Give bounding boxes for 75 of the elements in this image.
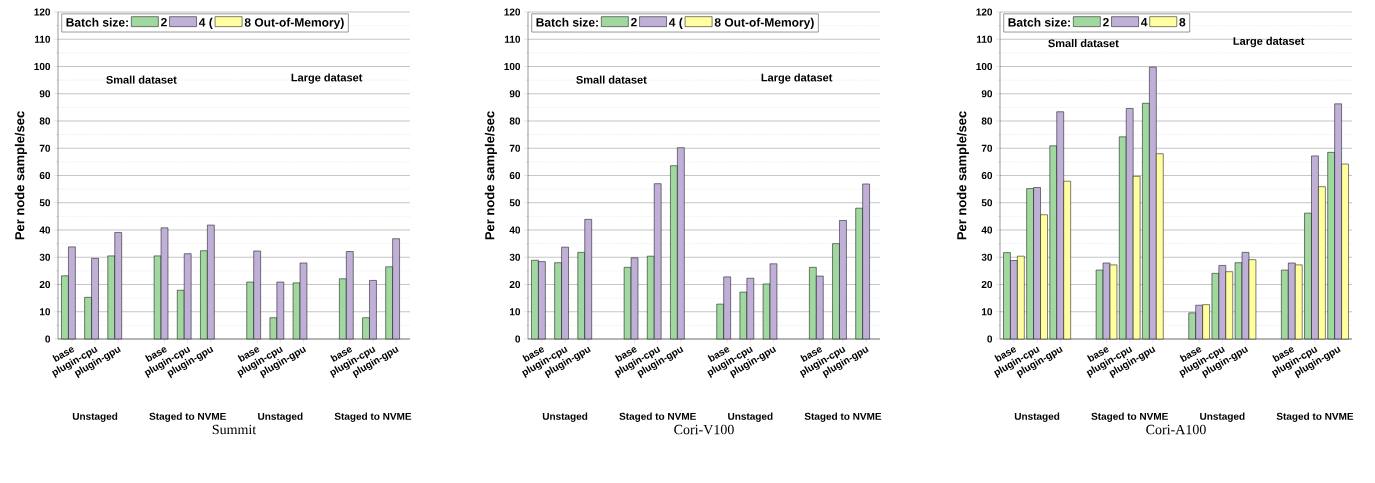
annotation: Large dataset xyxy=(291,73,363,84)
annotation: Small dataset xyxy=(576,75,647,84)
text: Unstaged xyxy=(258,412,303,422)
legend-title: Batch size: xyxy=(1008,17,1070,27)
y-tick-label: 40 xyxy=(981,226,993,234)
y-tick-label: 110 xyxy=(504,35,521,43)
y-axis-title: Per node sample/sec xyxy=(956,111,969,240)
text: Staged to NVME xyxy=(1276,412,1354,422)
y-tick-label: 30 xyxy=(509,253,521,261)
legend-title: Batch size: xyxy=(536,17,598,27)
legend-title: Batch size: xyxy=(66,17,128,27)
text: Staged to NVME xyxy=(619,412,696,422)
y-tick-label: 80 xyxy=(39,117,51,125)
y-tick-label: 90 xyxy=(981,90,993,98)
y-tick-label: 100 xyxy=(976,62,993,71)
y-tick-label: 120 xyxy=(976,8,993,16)
y-tick-label: 110 xyxy=(976,35,993,43)
text: Unstaged xyxy=(542,412,588,422)
text: Staged to NVME xyxy=(1091,412,1168,422)
y-tick-label: 10 xyxy=(509,308,521,316)
y-tick-label: 40 xyxy=(509,226,521,234)
y-tick-label: 10 xyxy=(981,308,993,316)
legend-label: 4 xyxy=(1141,18,1148,27)
y-axis-title: Per node sample/sec xyxy=(484,111,497,240)
y-tick-label: 100 xyxy=(34,62,51,71)
y-tick-label: 120 xyxy=(504,8,521,16)
text: Staged to NVME xyxy=(149,412,226,422)
y-tick-label: 60 xyxy=(981,171,993,180)
annotation: Small dataset xyxy=(106,75,177,84)
text: Unstaged xyxy=(72,412,118,422)
annotation: Small dataset xyxy=(1048,39,1119,48)
y-tick-label: 20 xyxy=(981,280,993,289)
text: Staged to NVME xyxy=(334,412,412,422)
y-tick-label: 90 xyxy=(509,90,521,98)
y-axis-title: Per node sample/sec xyxy=(14,111,27,240)
y-tick-label: 40 xyxy=(39,226,51,234)
y-tick-label: 50 xyxy=(39,199,51,207)
legend-label: 2 xyxy=(161,18,167,27)
text: Staged to NVME xyxy=(804,412,882,422)
y-tick-label: 30 xyxy=(39,253,51,261)
legend-label: 2 xyxy=(631,18,637,27)
y-tick-label: 70 xyxy=(509,144,521,152)
text: Cori-V100 xyxy=(674,424,734,435)
legend-label: 4 ( xyxy=(199,17,213,30)
text: Unstaged xyxy=(1014,412,1060,422)
text: Unstaged xyxy=(1200,412,1245,422)
y-tick-label: 0 xyxy=(45,335,51,343)
y-tick-label: 0 xyxy=(987,335,993,343)
legend-label: 8 Out-of-Memory) xyxy=(244,17,344,30)
annotation: Large dataset xyxy=(761,73,833,84)
y-tick-label: 100 xyxy=(504,62,521,71)
y-tick-label: 120 xyxy=(34,8,51,16)
y-tick-label: 30 xyxy=(981,253,993,261)
y-tick-label: 80 xyxy=(981,117,993,125)
y-tick-label: 70 xyxy=(39,144,51,152)
y-tick-label: 110 xyxy=(34,35,51,43)
annotation: Large dataset xyxy=(1233,36,1305,48)
text: Cori-A100 xyxy=(1146,424,1206,435)
y-tick-label: 60 xyxy=(39,171,51,180)
y-tick-label: 80 xyxy=(509,117,521,125)
y-tick-label: 70 xyxy=(981,144,993,152)
y-tick-label: 10 xyxy=(39,308,51,316)
y-tick-label: 20 xyxy=(509,280,521,289)
y-tick-label: 50 xyxy=(509,199,521,207)
legend-label: 2 xyxy=(1103,18,1109,27)
y-tick-label: 0 xyxy=(515,335,521,343)
text: Unstaged xyxy=(728,412,773,422)
legend-label: 4 ( xyxy=(669,17,683,30)
legend-label: 8 xyxy=(1179,18,1186,27)
y-tick-label: 20 xyxy=(39,280,51,289)
text: Summit xyxy=(212,424,257,435)
y-tick-label: 50 xyxy=(981,199,993,207)
y-tick-label: 60 xyxy=(509,171,521,180)
legend-label: 8 Out-of-Memory) xyxy=(714,17,814,30)
y-tick-label: 90 xyxy=(39,90,51,98)
